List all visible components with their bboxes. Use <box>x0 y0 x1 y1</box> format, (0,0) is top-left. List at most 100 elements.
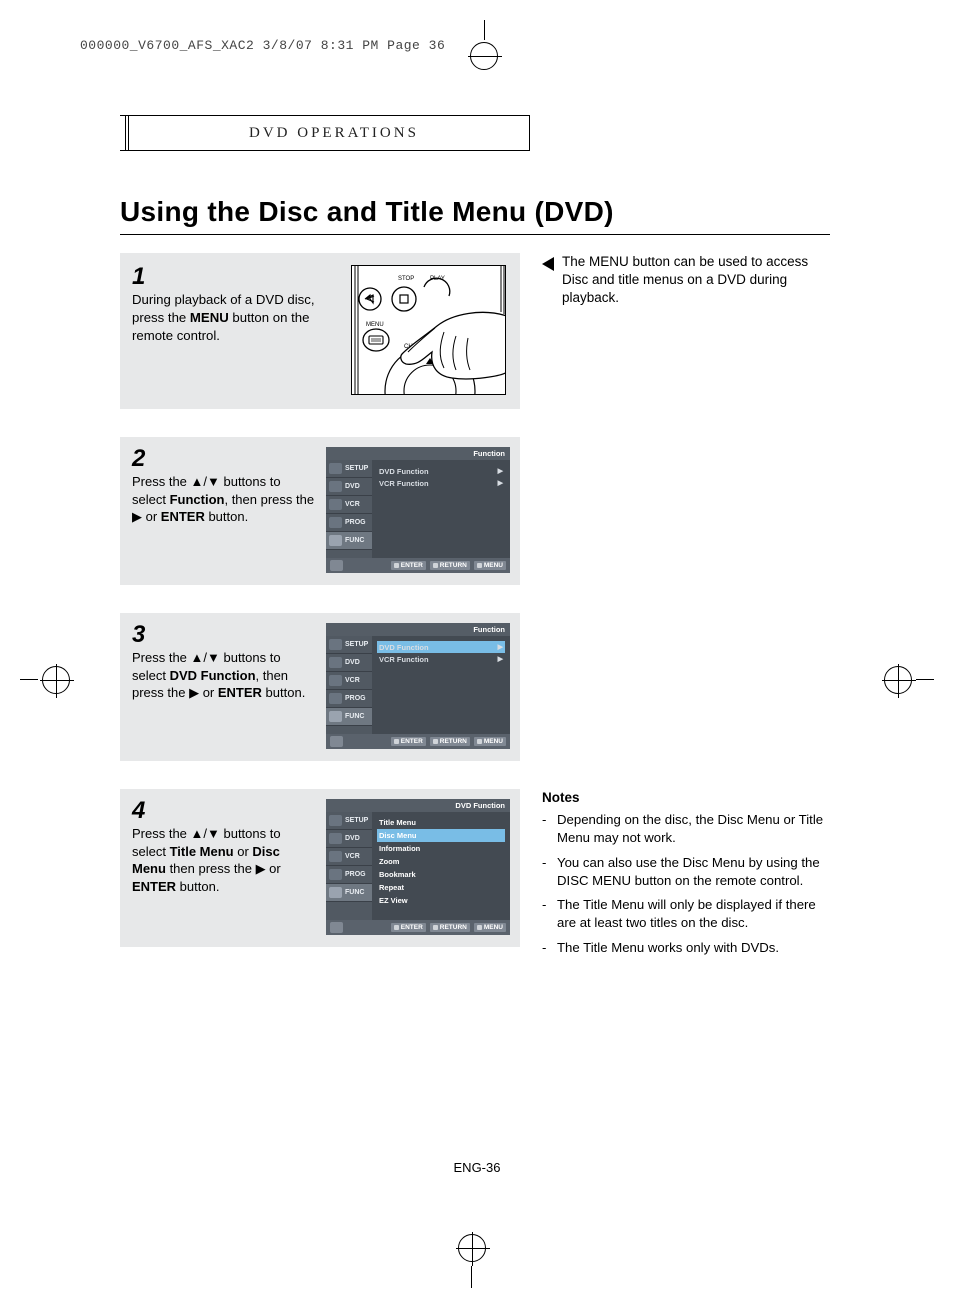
crop-mark-right <box>884 663 934 703</box>
osd-btn-return: RETURN <box>430 737 470 746</box>
step-text: Press the ▲/▼ buttons to select DVD Func… <box>132 650 305 700</box>
nav-icon <box>330 560 343 571</box>
gear-icon <box>329 639 342 650</box>
section-header: DVD OPERATIONS <box>120 115 530 151</box>
svg-text:STOP: STOP <box>398 276 414 282</box>
notes-list: -Depending on the disc, the Disc Menu or… <box>542 811 830 957</box>
step-text: During playback of a DVD disc, press the… <box>132 292 315 343</box>
gear-icon <box>329 463 342 474</box>
svg-text:MENU: MENU <box>366 322 384 328</box>
list-icon <box>329 887 342 898</box>
clock-icon <box>329 517 342 528</box>
osd-row: Zoom <box>377 855 505 868</box>
list-icon <box>329 535 342 546</box>
chevron-right-icon: ▶ <box>498 643 503 651</box>
disc-icon <box>329 657 342 668</box>
crop-mark-bottom <box>455 1234 495 1289</box>
remote-illustration: STOP PLAY MENU CH ▲ TRK <box>351 265 506 395</box>
osd-tab-setup: SETUP <box>326 460 372 478</box>
osd-tab-func: FUNC <box>326 532 372 550</box>
step-number: 1 <box>132 265 337 289</box>
osd-screen-function-selected: Function SETUP DVD VCR PROG FUNC DVD Fun… <box>326 623 510 749</box>
osd-tab-dvd: DVD <box>326 830 372 848</box>
nav-icon <box>330 736 343 747</box>
osd-tab-func: FUNC <box>326 708 372 726</box>
osd-row: VCR Function▶ <box>377 653 505 665</box>
osd-tab-vcr: VCR <box>326 672 372 690</box>
osd-btn-enter: ENTER <box>391 737 426 746</box>
print-slug: 000000_V6700_AFS_XAC2 3/8/07 8:31 PM Pag… <box>80 38 445 53</box>
section-header-text: DVD OPERATIONS <box>249 125 419 142</box>
step-number: 4 <box>132 799 316 823</box>
osd-tab-dvd: DVD <box>326 478 372 496</box>
osd-row-selected: Disc Menu <box>377 829 505 842</box>
chevron-right-icon: ▶ <box>498 655 503 663</box>
osd-screen-function: Function SETUP DVD VCR PROG FUNC DVD Fun… <box>326 447 510 573</box>
osd-btn-menu: MENU <box>474 561 506 570</box>
osd-content: DVD Function▶ VCR Function▶ <box>372 460 510 558</box>
osd-screen-dvd-function: DVD Function SETUP DVD VCR PROG FUNC Tit… <box>326 799 510 935</box>
osd-tabs: SETUP DVD VCR PROG FUNC <box>326 812 372 920</box>
crop-mark-left <box>20 663 70 703</box>
osd-row: Repeat <box>377 881 505 894</box>
side-tip: The MENU button can be used to access Di… <box>542 253 830 308</box>
osd-row: EZ View <box>377 894 505 907</box>
osd-btn-menu: MENU <box>474 737 506 746</box>
osd-tab-setup: SETUP <box>326 812 372 830</box>
tape-icon <box>329 851 342 862</box>
osd-btn-return: RETURN <box>430 561 470 570</box>
osd-row: VCR Function▶ <box>377 477 505 489</box>
page-number: ENG-36 <box>0 1160 954 1175</box>
list-icon <box>329 711 342 722</box>
osd-tabs: SETUP DVD VCR PROG FUNC <box>326 460 372 558</box>
osd-btn-enter: ENTER <box>391 561 426 570</box>
step-4: 4 Press the ▲/▼ buttons to select Title … <box>120 789 520 947</box>
clock-icon <box>329 693 342 704</box>
step-text: Press the ▲/▼ buttons to select Function… <box>132 474 314 524</box>
osd-row: Information <box>377 842 505 855</box>
side-tip-text: The MENU button can be used to access Di… <box>562 253 830 308</box>
step-number: 2 <box>132 447 316 471</box>
osd-tab-prog: PROG <box>326 690 372 708</box>
osd-footer: ENTER RETURN MENU <box>326 734 510 749</box>
step-text: Press the ▲/▼ buttons to select Title Me… <box>132 826 281 894</box>
step-number: 3 <box>132 623 316 647</box>
osd-tab-vcr: VCR <box>326 848 372 866</box>
clock-icon <box>329 869 342 880</box>
disc-icon <box>329 481 342 492</box>
osd-btn-return: RETURN <box>430 923 470 932</box>
disc-icon <box>329 833 342 844</box>
osd-tabs: SETUP DVD VCR PROG FUNC <box>326 636 372 734</box>
tape-icon <box>329 499 342 510</box>
osd-footer: ENTER RETURN MENU <box>326 558 510 573</box>
step-3: 3 Press the ▲/▼ buttons to select DVD Fu… <box>120 613 520 761</box>
list-item: -You can also use the Disc Menu by using… <box>542 854 830 890</box>
gear-icon <box>329 815 342 826</box>
left-arrow-icon <box>542 257 554 271</box>
osd-content: Title Menu Disc Menu Information Zoom Bo… <box>372 812 510 920</box>
osd-tab-setup: SETUP <box>326 636 372 654</box>
osd-tab-prog: PROG <box>326 514 372 532</box>
notes-section: Notes -Depending on the disc, the Disc M… <box>542 789 830 963</box>
osd-content: DVD Function▶ VCR Function▶ <box>372 636 510 734</box>
osd-row: Bookmark <box>377 868 505 881</box>
osd-tab-prog: PROG <box>326 866 372 884</box>
chevron-right-icon: ▶ <box>498 479 503 487</box>
osd-row: Title Menu <box>377 816 505 829</box>
list-item: -Depending on the disc, the Disc Menu or… <box>542 811 830 847</box>
osd-row: DVD Function▶ <box>377 465 505 477</box>
step-1: 1 During playback of a DVD disc, press t… <box>120 253 520 409</box>
osd-btn-menu: MENU <box>474 923 506 932</box>
osd-btn-enter: ENTER <box>391 923 426 932</box>
step-2: 2 Press the ▲/▼ buttons to select Functi… <box>120 437 520 585</box>
list-item: -The Title Menu works only with DVDs. <box>542 939 830 957</box>
osd-tab-func: FUNC <box>326 884 372 902</box>
osd-header: Function <box>326 447 510 460</box>
osd-tab-dvd: DVD <box>326 654 372 672</box>
page-title: Using the Disc and Title Menu (DVD) <box>120 196 830 235</box>
osd-footer: ENTER RETURN MENU <box>326 920 510 935</box>
osd-tab-vcr: VCR <box>326 496 372 514</box>
tape-icon <box>329 675 342 686</box>
osd-header: Function <box>326 623 510 636</box>
osd-header: DVD Function <box>326 799 510 812</box>
